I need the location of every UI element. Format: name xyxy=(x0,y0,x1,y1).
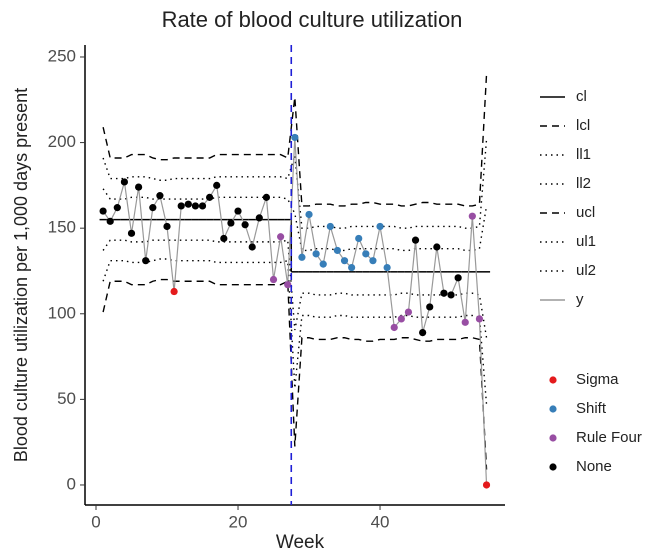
legend-marker xyxy=(549,376,557,384)
data-point xyxy=(461,318,469,326)
y-tick-label: 100 xyxy=(48,303,76,322)
data-point xyxy=(262,193,271,201)
data-point xyxy=(170,287,178,296)
data-point xyxy=(411,236,420,244)
data-point xyxy=(326,222,334,231)
data-point xyxy=(348,263,356,272)
legend-label: Sigma xyxy=(576,371,619,388)
x-tick-label: 20 xyxy=(229,512,248,531)
data-point xyxy=(319,260,327,268)
data-point xyxy=(135,183,143,191)
legend-label: ul2 xyxy=(576,262,596,279)
legend-label: lcl xyxy=(576,117,590,134)
data-point xyxy=(241,221,249,229)
data-point xyxy=(142,257,150,265)
legend-label: Rule Four xyxy=(576,429,642,446)
data-point xyxy=(220,234,228,243)
data-point xyxy=(333,246,342,255)
chart-title: Rate of blood culture utilization xyxy=(162,7,463,32)
data-point xyxy=(198,202,207,210)
legend-marker xyxy=(549,434,557,442)
x-tick-label: 40 xyxy=(371,512,390,531)
data-point xyxy=(419,329,427,337)
data-point xyxy=(298,253,306,261)
legend-label: y xyxy=(576,291,584,308)
legend-label: ucl xyxy=(576,204,595,221)
data-point xyxy=(227,219,235,227)
data-point xyxy=(383,263,391,272)
data-point xyxy=(447,291,455,299)
data-point xyxy=(163,222,171,231)
limit-line xyxy=(102,139,488,229)
x-tick-label: 0 xyxy=(91,512,100,531)
legend-label: ll2 xyxy=(576,175,591,192)
y-tick-label: 0 xyxy=(67,474,76,493)
legend-label: ul1 xyxy=(576,233,596,250)
data-point xyxy=(312,250,320,258)
data-point xyxy=(475,315,484,323)
data-point xyxy=(454,274,462,282)
data-point xyxy=(191,202,200,210)
legend-label: ll1 xyxy=(576,146,591,163)
data-point xyxy=(376,222,384,231)
data-point xyxy=(213,181,221,189)
data-point xyxy=(468,212,476,220)
data-point xyxy=(234,207,242,215)
data-point xyxy=(284,281,292,289)
data-point xyxy=(120,178,129,186)
data-point xyxy=(106,217,114,225)
data-point xyxy=(184,200,192,208)
data-point xyxy=(440,289,448,297)
data-point xyxy=(305,210,313,219)
data-point xyxy=(355,234,363,243)
data-point xyxy=(369,257,377,265)
legend-label: cl xyxy=(576,88,587,105)
data-point xyxy=(269,275,278,284)
limit-line xyxy=(102,239,488,338)
data-point xyxy=(255,214,263,222)
limit-line xyxy=(102,258,488,405)
data-point xyxy=(291,133,299,142)
data-point xyxy=(397,315,405,323)
data-point xyxy=(362,250,370,258)
data-point xyxy=(482,481,491,489)
data-point xyxy=(149,204,157,212)
data-point xyxy=(390,323,398,332)
data-point xyxy=(99,207,107,215)
data-point xyxy=(206,193,214,201)
y-axis-label: Blood culture utilization per 1,000 days… xyxy=(11,88,31,462)
x-axis-label: Week xyxy=(276,532,325,553)
data-point xyxy=(340,257,349,265)
data-point xyxy=(156,192,164,200)
y-tick-label: 200 xyxy=(48,132,76,151)
data-point xyxy=(113,204,121,212)
data-point xyxy=(404,308,413,316)
data-point xyxy=(426,303,434,311)
legend-marker xyxy=(549,405,557,413)
legend-label: Shift xyxy=(576,400,607,417)
legend-marker xyxy=(549,463,557,471)
y-tick-label: 250 xyxy=(48,46,76,65)
data-point xyxy=(127,229,136,237)
data-point xyxy=(433,243,441,251)
limit-line xyxy=(102,278,488,470)
data-point xyxy=(177,202,185,210)
limit-line xyxy=(102,74,488,207)
data-point xyxy=(248,243,256,251)
data-point xyxy=(277,233,285,241)
y-tick-label: 150 xyxy=(48,218,76,237)
legend-label: None xyxy=(576,458,612,475)
y-tick-label: 50 xyxy=(57,389,76,408)
